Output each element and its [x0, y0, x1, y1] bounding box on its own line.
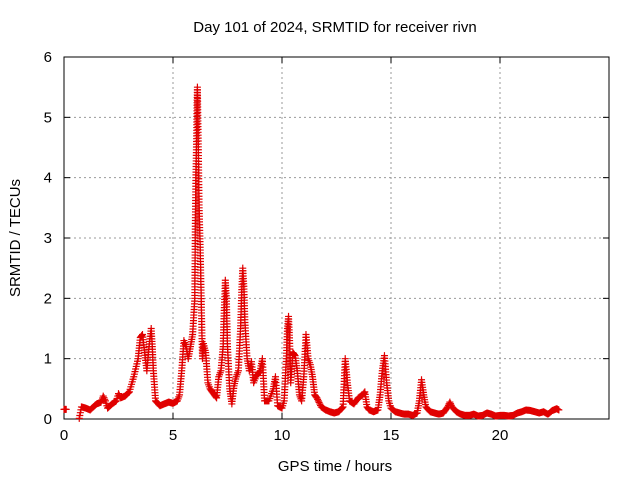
data-points	[60, 83, 563, 422]
x-tick-label: 5	[169, 427, 177, 444]
y-tick-label: 4	[44, 170, 52, 187]
data-point	[360, 389, 368, 397]
chart-title: Day 101 of 2024, SRMTID for receiver riv…	[193, 19, 476, 36]
x-tick-label: 10	[274, 427, 291, 444]
x-tick-label: 15	[383, 427, 400, 444]
data-point	[255, 368, 263, 376]
y-tick-label: 5	[44, 109, 52, 126]
data-point	[313, 394, 321, 402]
y-tick-label: 1	[44, 351, 52, 368]
x-tick-label: 0	[60, 427, 68, 444]
data-point	[316, 400, 324, 408]
data-point	[338, 404, 346, 412]
data-point	[138, 332, 146, 340]
x-tick-label: 20	[492, 427, 509, 444]
y-tick-label: 3	[44, 230, 52, 247]
data-point	[62, 405, 70, 413]
data-point	[212, 393, 220, 401]
x-axis-label: GPS time / hours	[278, 458, 392, 475]
grid-lines	[64, 57, 609, 419]
axis-ticks: 0 5 10 15 20 0 1 2 3 4 5 6	[44, 49, 609, 444]
y-tick-label: 2	[44, 290, 52, 307]
data-point	[111, 398, 119, 406]
data-point	[125, 389, 133, 397]
data-point	[290, 351, 298, 359]
y-axis-label: SRMTID / TECUs	[7, 179, 24, 297]
data-point	[101, 395, 109, 403]
data-point	[446, 398, 454, 406]
data-point	[99, 392, 107, 400]
data-point	[124, 389, 132, 397]
y-tick-label: 6	[44, 49, 52, 66]
data-point	[314, 395, 322, 403]
data-point	[314, 397, 322, 405]
data-point	[100, 394, 108, 402]
data-point	[338, 405, 346, 413]
y-tick-label: 0	[44, 411, 52, 428]
data-point	[555, 406, 563, 414]
data-point	[447, 400, 455, 408]
data-point	[315, 398, 323, 406]
